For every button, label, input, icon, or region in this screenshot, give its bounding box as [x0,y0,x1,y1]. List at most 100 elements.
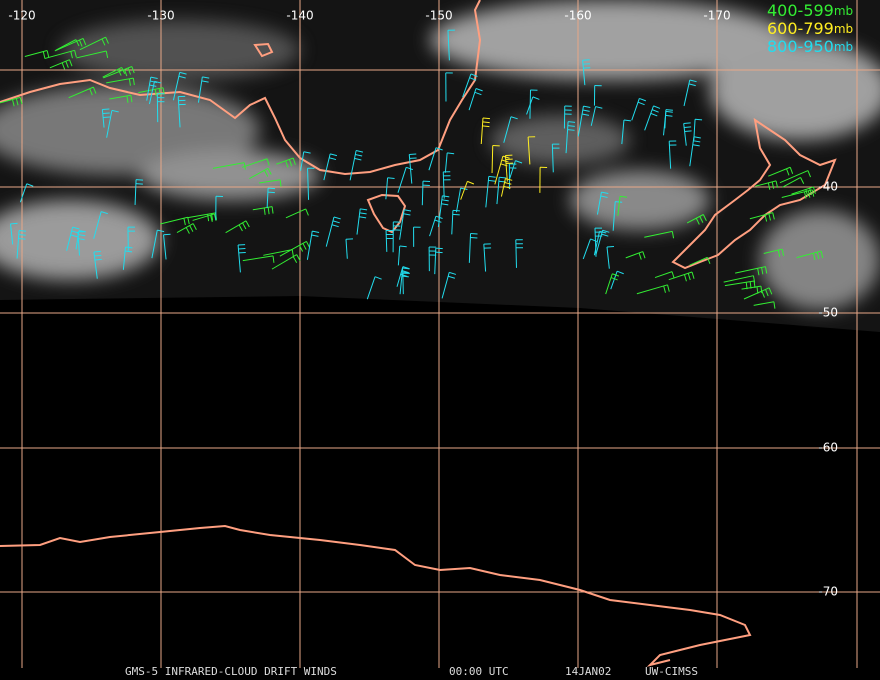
barb-feather [130,95,133,103]
barb-feather [101,211,108,215]
barb-feather [651,109,659,113]
barb-feather [288,159,293,167]
barb-feather [89,88,93,96]
wind-barb [768,166,794,177]
legend-unit: mb [834,22,853,36]
barb-shaft [468,88,477,111]
barb-feather [693,136,701,139]
barb-feather [210,214,213,222]
barb-feather [128,78,131,86]
wind-barb [749,212,775,222]
barb-feather [401,275,409,278]
wind-barb [796,250,824,261]
wind-barb [349,150,364,181]
barb-feather [505,178,513,181]
wind-barb [447,29,455,61]
wind-barb [258,179,282,187]
wind-barb [399,267,410,295]
barb-feather [775,180,779,188]
barb-feather [292,157,296,165]
barb-feather [623,119,631,122]
wind-barb [127,226,136,251]
wind-barb [494,155,510,185]
barb-feather [702,214,707,222]
barb-feather [71,230,79,234]
barb-feather [263,207,266,215]
barb-feather [499,176,507,179]
wind-barb [176,223,197,234]
barb-feather [504,182,512,185]
wind-barb [781,189,815,199]
wind-barb [300,151,311,171]
barb-feather [78,233,86,237]
barb-shaft [724,280,755,287]
barb-feather [74,50,77,58]
barb-feather [568,121,576,123]
barb-feather [619,195,628,198]
wind-barb [385,177,395,200]
barb-feather [667,284,670,292]
barb-shaft [491,145,494,174]
wind-barb [151,229,165,259]
barb-feather [434,219,442,223]
barb-feather [665,109,673,111]
barb-feather [183,218,186,226]
barb-shaft [102,66,122,78]
barb-shaft [349,150,357,181]
wind-barb [76,50,109,59]
latitude-label: -40 [818,180,838,194]
barb-feather [150,76,158,80]
wind-barb [146,76,158,101]
barb-feather [767,182,771,190]
barb-feather [757,268,760,276]
barb-feather [671,271,675,279]
barb-feather [781,248,785,257]
barb-shaft [266,188,269,208]
wind-barb [122,246,133,270]
barb-shaft [782,177,801,188]
wind-barb [106,109,119,138]
barb-feather [123,69,128,77]
wind-barb [621,119,631,145]
wind-barb [385,229,394,252]
barb-shaft [590,106,597,126]
wind-barb [593,85,602,106]
barb-shaft [177,96,181,128]
barb-feather [601,233,609,237]
barb-shaft [49,59,70,69]
barb-shaft [225,220,247,234]
barb-feather [406,166,413,171]
legend-range: 400-599 [767,1,834,20]
barb-feather [387,177,395,180]
wind-barb [755,180,779,190]
barb-shaft [686,214,704,224]
wind-barb [644,105,661,131]
barb-feather [615,201,623,203]
longitude-label: -130 [147,9,174,23]
barb-feather [312,230,320,233]
barb-feather [768,213,771,221]
barb-feather [79,39,83,47]
barb-shaft [249,167,269,180]
barb-shaft [397,167,407,193]
barb-feather [12,99,15,107]
coastline [253,42,274,58]
wind-barb [577,105,591,137]
barb-feather [77,237,85,241]
wind-barb [102,66,126,78]
barb-feather [374,276,382,280]
barb-feather [684,130,692,132]
barb-shaft [654,271,673,279]
wind-barb [504,154,514,182]
barb-shaft [763,248,783,254]
barb-shaft [79,36,106,51]
wind-barb [177,95,186,128]
wind-barb [791,186,816,197]
wind-barb [66,226,80,251]
wind-barb [743,287,773,300]
longitude-label: -120 [8,9,35,23]
wind-barb [242,158,270,168]
wind-barb [595,229,610,256]
barb-shaft [668,141,672,169]
barb-feather [582,113,590,116]
